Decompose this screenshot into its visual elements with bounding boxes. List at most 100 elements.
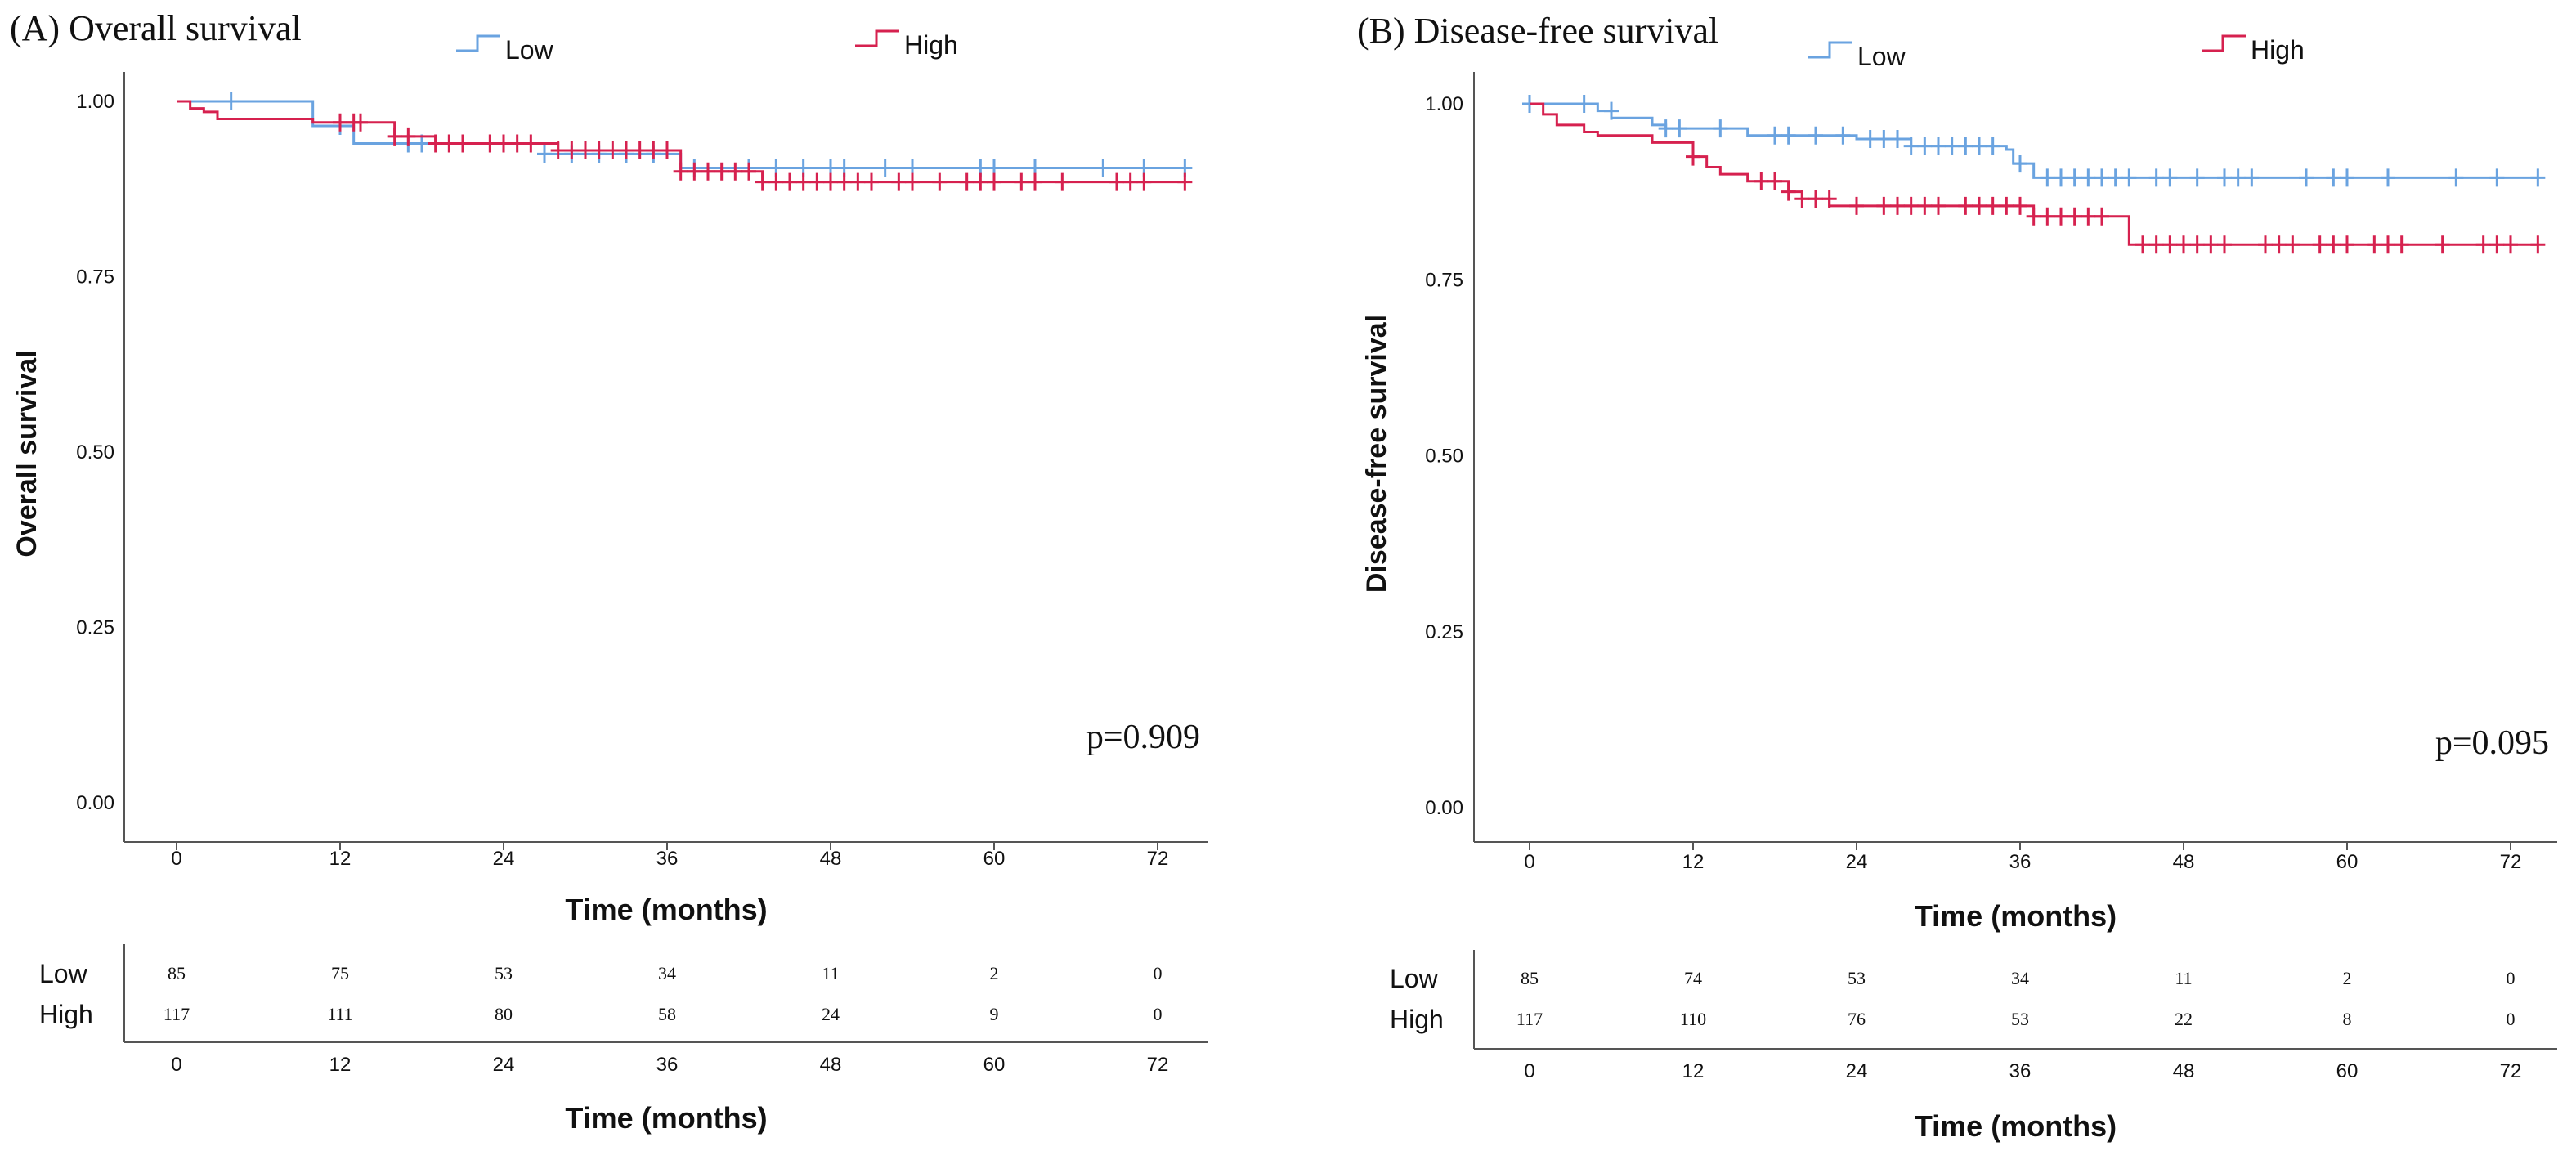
censor-mark-high <box>782 172 797 191</box>
censor-mark-high <box>809 172 825 191</box>
censor-mark-high <box>1917 196 1933 215</box>
risk-count: 0 <box>1154 963 1163 983</box>
risk-count: 2 <box>2343 968 2352 988</box>
x-axis-label: Time (months) <box>565 893 767 926</box>
censor-mark-high <box>2040 207 2055 226</box>
censor-mark-high <box>353 113 368 132</box>
p-value: p=0.095 <box>2435 724 2549 762</box>
censor-mark-high <box>673 162 688 181</box>
censor-mark-high <box>2530 235 2546 254</box>
censor-mark-high <box>850 172 866 191</box>
risk-count: 0 <box>2507 968 2516 988</box>
risk-count: 2 <box>990 963 999 983</box>
risk-x-tick-label: 60 <box>2336 1060 2359 1082</box>
km-panel-a: (A) Overall survival 0.00 0.25 0.50 0.75 1.00… <box>10 8 1208 1135</box>
legend-swatch-low <box>1808 41 1852 59</box>
censor-mark-high <box>496 134 511 153</box>
censor-mark-low <box>2067 168 2082 187</box>
censor-mark-low <box>2230 168 2246 187</box>
risk-x-tick-label: 12 <box>329 1054 352 1076</box>
risk-count: 34 <box>2011 968 2029 988</box>
x-tick-label: 36 <box>2009 851 2032 873</box>
censor-mark-high <box>1849 196 1864 215</box>
y-axis-label: Overall survival <box>11 350 43 557</box>
x-tick-label: 60 <box>2336 851 2359 873</box>
censor-mark-high <box>387 127 402 146</box>
censor-mark-high <box>646 141 661 160</box>
censor-mark-low <box>1944 137 1960 155</box>
censor-mark-low <box>1835 126 1851 145</box>
y-tick-label: 0.25 <box>76 617 114 639</box>
censor-mark-low <box>2013 155 2027 173</box>
censor-mark-high <box>2503 235 2518 254</box>
censor-mark-high <box>701 162 715 181</box>
risk-count: 76 <box>1848 1009 1866 1029</box>
risk-count: 53 <box>1848 968 1866 988</box>
risk-count: 85 <box>1521 968 1539 988</box>
y-tick-label: 0.50 <box>1425 446 1463 468</box>
x-tick-label: 72 <box>2500 851 2522 873</box>
censor-mark-low <box>1604 101 1619 120</box>
censor-mark-high <box>2312 235 2327 254</box>
censor-mark-high <box>632 141 647 160</box>
censor-mark-low <box>1576 95 1592 113</box>
censor-mark-high <box>2176 235 2191 254</box>
censor-mark-high <box>1014 172 1029 191</box>
y-tick-label: 0.00 <box>1425 797 1463 819</box>
risk-x-tick-label: 0 <box>1524 1060 1534 1082</box>
censor-mark-high <box>687 162 702 181</box>
censor-mark-low <box>2081 168 2096 187</box>
km-curve-low <box>1530 102 2538 179</box>
censor-mark-high <box>1821 190 1837 208</box>
censor-mark-low <box>2054 168 2068 187</box>
censor-mark-high <box>768 172 784 191</box>
risk-count: 111 <box>327 1004 352 1024</box>
censor-mark-low <box>1903 137 1919 155</box>
risk-count: 74 <box>1684 968 1702 988</box>
censor-mark-high <box>959 172 974 191</box>
censor-mark-high <box>660 141 674 160</box>
risk-x-tick-label: 48 <box>820 1054 842 1076</box>
legend-swatch-low <box>456 34 500 52</box>
censor-mark-high <box>2489 235 2505 254</box>
risk-x-tick-label: 48 <box>2173 1060 2195 1082</box>
censor-mark-low <box>2340 168 2354 187</box>
censor-mark-high <box>333 113 347 132</box>
risk-count: 110 <box>1680 1009 1706 1029</box>
censor-mark-low <box>2148 168 2164 187</box>
risk-count: 85 <box>168 963 186 983</box>
censor-mark-low <box>2299 168 2314 187</box>
censor-mark-low <box>2094 168 2109 187</box>
censor-mark-high <box>2435 235 2450 254</box>
y-tick-label: 1.00 <box>76 91 114 113</box>
censor-mark-high <box>441 134 457 153</box>
risk-x-axis-label: Time (months) <box>1915 1109 2117 1143</box>
risk-count: 9 <box>990 1004 999 1024</box>
censor-mark-low <box>1658 119 1673 138</box>
censor-mark-high <box>2381 235 2395 254</box>
censor-mark-high <box>2285 235 2300 254</box>
censor-mark-low <box>2121 168 2137 187</box>
risk-count: 58 <box>658 1004 676 1024</box>
censor-mark-high <box>1985 196 2000 215</box>
censor-mark-high <box>2162 235 2178 254</box>
censor-mark-low <box>1095 159 1111 177</box>
censor-mark-high <box>1028 172 1042 191</box>
censor-mark-high <box>2148 235 2164 254</box>
x-tick-label: 24 <box>1846 851 1868 873</box>
legend-label-low: Low <box>1857 42 1906 71</box>
risk-count: 24 <box>822 1004 840 1024</box>
risk-count: 22 <box>2175 1009 2193 1029</box>
risk-count: 0 <box>1154 1004 1163 1024</box>
censor-mark-low <box>2326 168 2341 187</box>
censor-mark-high <box>741 162 756 181</box>
y-tick-label: 0.75 <box>76 266 114 289</box>
p-value: p=0.909 <box>1086 719 1200 756</box>
risk-row-label-low: Low <box>1390 964 1439 993</box>
panel-title: (A) Overall survival <box>10 8 302 48</box>
censor-mark-low <box>2530 168 2546 187</box>
censor-mark-low <box>2108 168 2123 187</box>
censor-mark-high <box>523 134 539 153</box>
censor-mark-low <box>2244 168 2260 187</box>
